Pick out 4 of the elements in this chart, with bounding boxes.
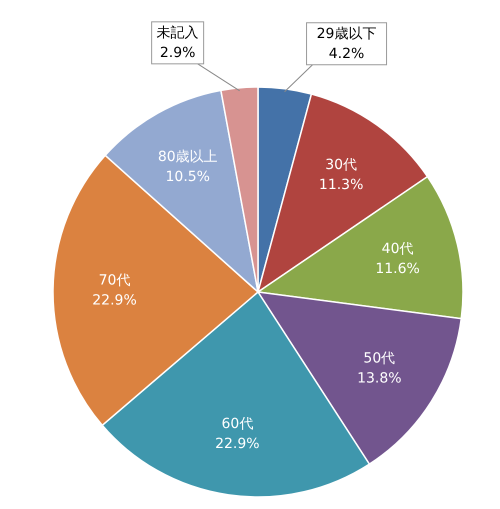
slice-label: 未記入 xyxy=(156,24,199,41)
slice-label: 29歳以下 xyxy=(316,26,376,42)
data-label: 2.9% xyxy=(160,44,196,61)
data-label: 4.2% xyxy=(328,46,364,62)
